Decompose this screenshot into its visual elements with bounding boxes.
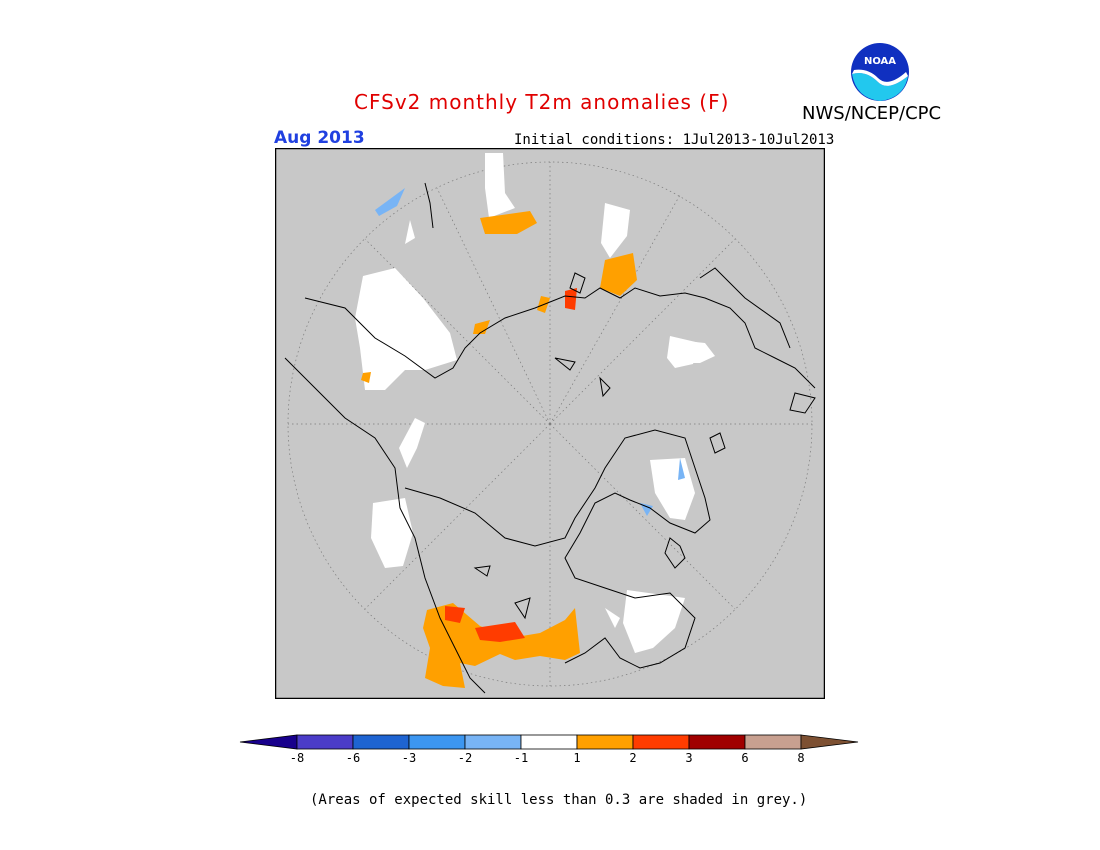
chart-title: CFSv2 monthly T2m anomalies (F): [354, 90, 730, 114]
legend-tick-label: 1: [573, 751, 580, 765]
legend-box: [352, 734, 410, 750]
legend-box: [688, 734, 746, 750]
legend-box: [520, 734, 578, 750]
noaa-logo-icon: NOAA: [849, 41, 911, 103]
strong-warm-anomaly-areas: [445, 288, 577, 642]
legend-box: [632, 734, 690, 750]
legend-tick-label: -6: [346, 751, 360, 765]
legend-tick-label: -2: [458, 751, 472, 765]
legend-tick-labels: -8 -6 -3 -2 -1 1 2 3 6 8: [290, 751, 805, 765]
legend-color-boxes: [239, 734, 859, 750]
legend-box: [296, 734, 354, 750]
legend-box: [464, 734, 522, 750]
legend-tick-label: -8: [290, 751, 304, 765]
map-frame: [275, 148, 825, 699]
legend-box: [576, 734, 634, 750]
legend-arrow-high: [800, 734, 859, 750]
skill-footnote: (Areas of expected skill less than 0.3 a…: [310, 792, 808, 808]
legend-box: [408, 734, 466, 750]
logo-text: NOAA: [864, 56, 896, 67]
legend-tick-label: -3: [402, 751, 416, 765]
legend-tick-label: 3: [685, 751, 692, 765]
agency-label: NWS/NCEP/CPC: [802, 103, 942, 124]
legend-tick-label: 2: [629, 751, 636, 765]
legend-arrow-low: [239, 734, 298, 750]
coastlines: [284, 182, 816, 694]
legend-tick-label: 6: [741, 751, 748, 765]
cool-anomaly-areas: [375, 188, 685, 516]
color-legend: -8 -6 -3 -2 -1 1 2 3 6 8: [239, 734, 859, 765]
legend-tick-label: -1: [514, 751, 528, 765]
warm-anomaly-areas: [361, 211, 637, 688]
polar-map: [275, 148, 825, 699]
forecast-month: Aug 2013: [274, 128, 365, 148]
legend-tick-label: 8: [797, 751, 804, 765]
initial-conditions: Initial conditions: 1Jul2013-10Jul2013: [514, 132, 835, 148]
legend-box: [744, 734, 802, 750]
